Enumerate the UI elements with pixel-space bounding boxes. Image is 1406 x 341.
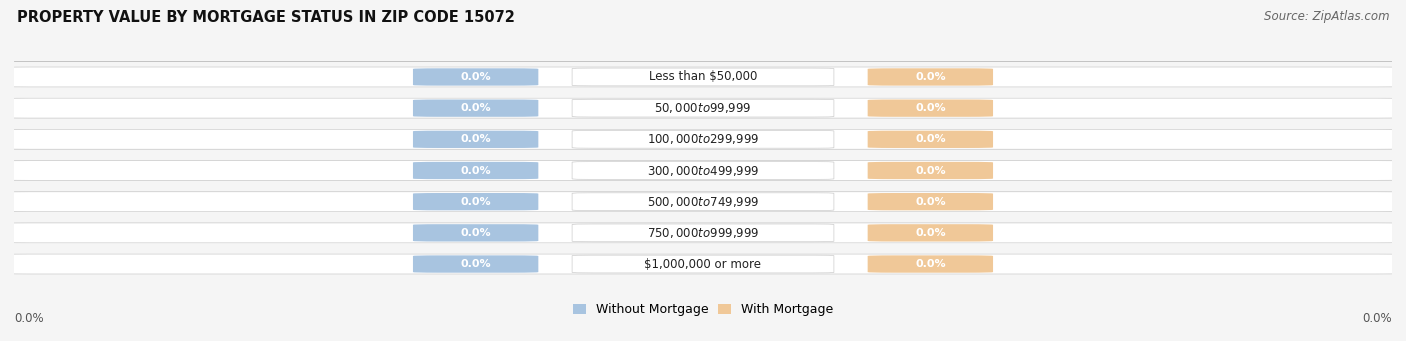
FancyBboxPatch shape — [868, 100, 993, 117]
FancyBboxPatch shape — [868, 162, 993, 179]
FancyBboxPatch shape — [572, 131, 834, 148]
FancyBboxPatch shape — [868, 255, 993, 273]
Text: 0.0%: 0.0% — [460, 72, 491, 82]
FancyBboxPatch shape — [8, 99, 1398, 118]
Text: Less than $50,000: Less than $50,000 — [648, 71, 758, 84]
Text: 0.0%: 0.0% — [915, 197, 946, 207]
Legend: Without Mortgage, With Mortgage: Without Mortgage, With Mortgage — [568, 298, 838, 321]
FancyBboxPatch shape — [413, 131, 538, 148]
FancyBboxPatch shape — [413, 255, 538, 273]
FancyBboxPatch shape — [8, 192, 1398, 211]
FancyBboxPatch shape — [0, 192, 1406, 212]
FancyBboxPatch shape — [413, 68, 538, 86]
FancyBboxPatch shape — [413, 162, 538, 179]
FancyBboxPatch shape — [8, 254, 1398, 273]
FancyBboxPatch shape — [8, 161, 1398, 180]
FancyBboxPatch shape — [868, 131, 993, 148]
FancyBboxPatch shape — [572, 224, 834, 242]
Text: 0.0%: 0.0% — [460, 165, 491, 176]
Text: $750,000 to $999,999: $750,000 to $999,999 — [647, 226, 759, 240]
FancyBboxPatch shape — [0, 67, 1406, 87]
Text: 0.0%: 0.0% — [460, 228, 491, 238]
Text: 0.0%: 0.0% — [915, 72, 946, 82]
FancyBboxPatch shape — [572, 68, 834, 86]
FancyBboxPatch shape — [0, 223, 1406, 243]
FancyBboxPatch shape — [413, 100, 538, 117]
FancyBboxPatch shape — [0, 129, 1406, 149]
FancyBboxPatch shape — [868, 224, 993, 241]
Text: $100,000 to $299,999: $100,000 to $299,999 — [647, 132, 759, 146]
Text: 0.0%: 0.0% — [915, 259, 946, 269]
FancyBboxPatch shape — [0, 98, 1406, 118]
Text: $50,000 to $99,999: $50,000 to $99,999 — [654, 101, 752, 115]
FancyBboxPatch shape — [572, 193, 834, 210]
FancyBboxPatch shape — [0, 254, 1406, 274]
Text: $1,000,000 or more: $1,000,000 or more — [644, 257, 762, 270]
FancyBboxPatch shape — [8, 68, 1398, 87]
FancyBboxPatch shape — [0, 161, 1406, 180]
Text: $300,000 to $499,999: $300,000 to $499,999 — [647, 163, 759, 178]
Text: 0.0%: 0.0% — [460, 134, 491, 144]
FancyBboxPatch shape — [413, 193, 538, 210]
FancyBboxPatch shape — [572, 162, 834, 179]
Text: 0.0%: 0.0% — [460, 259, 491, 269]
FancyBboxPatch shape — [8, 223, 1398, 242]
Text: 0.0%: 0.0% — [1362, 312, 1392, 325]
Text: $500,000 to $749,999: $500,000 to $749,999 — [647, 195, 759, 209]
FancyBboxPatch shape — [868, 193, 993, 210]
FancyBboxPatch shape — [413, 224, 538, 241]
Text: 0.0%: 0.0% — [915, 228, 946, 238]
Text: 0.0%: 0.0% — [14, 312, 44, 325]
Text: PROPERTY VALUE BY MORTGAGE STATUS IN ZIP CODE 15072: PROPERTY VALUE BY MORTGAGE STATUS IN ZIP… — [17, 10, 515, 25]
FancyBboxPatch shape — [868, 68, 993, 86]
Text: 0.0%: 0.0% — [915, 165, 946, 176]
FancyBboxPatch shape — [572, 99, 834, 117]
Text: Source: ZipAtlas.com: Source: ZipAtlas.com — [1264, 10, 1389, 23]
Text: 0.0%: 0.0% — [460, 197, 491, 207]
Text: 0.0%: 0.0% — [915, 134, 946, 144]
Text: 0.0%: 0.0% — [915, 103, 946, 113]
FancyBboxPatch shape — [8, 130, 1398, 149]
Text: 0.0%: 0.0% — [460, 103, 491, 113]
FancyBboxPatch shape — [572, 255, 834, 273]
